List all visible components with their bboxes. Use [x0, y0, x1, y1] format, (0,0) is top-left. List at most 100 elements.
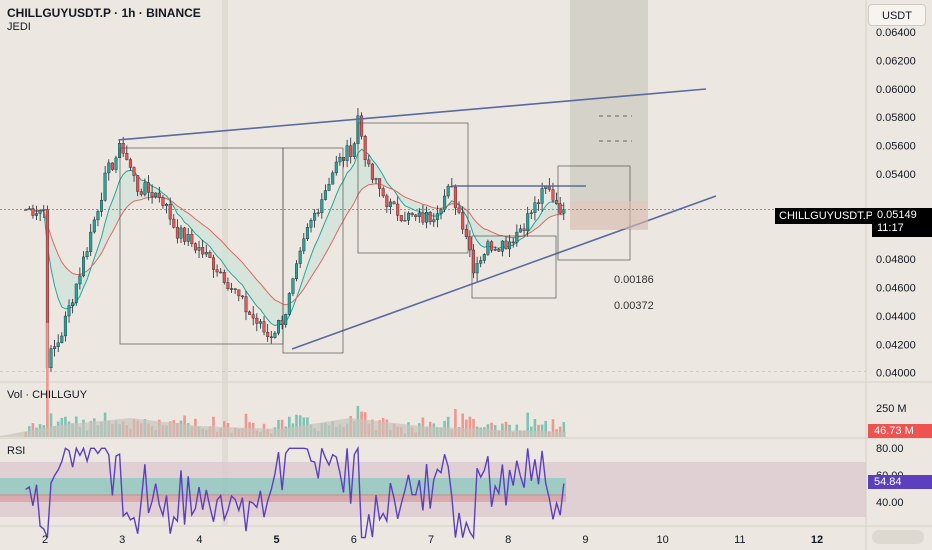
candle-body [150, 192, 154, 197]
volume-pane-title[interactable]: Vol · CHILLGUY [7, 389, 88, 401]
candle-body [67, 305, 71, 317]
candle-body [421, 212, 425, 223]
candle-body [493, 249, 497, 251]
volume-bar [465, 419, 468, 437]
tradingview-logo [872, 530, 924, 544]
indicator-title[interactable]: JEDI [7, 21, 31, 33]
time-axis-tick: 12 [811, 534, 823, 546]
candle-body [323, 190, 327, 200]
candle-body [349, 145, 353, 157]
candle-body [472, 249, 476, 274]
price-axis-tick: 0.04400 [876, 311, 916, 323]
candle-body [85, 251, 89, 258]
candle-body [562, 209, 566, 214]
candle-body [204, 252, 208, 255]
candle-body [479, 260, 483, 264]
candle-body [71, 302, 75, 307]
candle-body [500, 240, 504, 252]
candle-body [211, 257, 215, 270]
candle-body [89, 231, 93, 252]
volume-bar [468, 416, 472, 437]
candle-body [482, 254, 486, 261]
volume-bar [551, 419, 555, 437]
time-axis-tick: 4 [196, 534, 202, 546]
candle-body [248, 311, 252, 315]
candle-body [226, 282, 230, 289]
price-axis-tick: 0.04000 [876, 368, 916, 380]
candle-body [342, 156, 346, 161]
volume-bar [472, 418, 475, 437]
candle-body [316, 212, 320, 215]
volume-ma-area [0, 418, 566, 437]
rsi-signal-strip [0, 494, 566, 502]
volume-bar [446, 416, 450, 437]
candle-body [374, 178, 378, 180]
candle-body [457, 207, 461, 213]
candle-body [190, 234, 194, 244]
candle-body [295, 263, 299, 279]
candle-body [186, 234, 190, 242]
candle-body [443, 195, 447, 210]
candle-body [201, 247, 205, 255]
candle-body [92, 219, 96, 233]
range-box [282, 147, 344, 354]
candle-body [114, 157, 118, 170]
candle-body [327, 183, 331, 191]
candle-body [529, 212, 533, 214]
candle-body [96, 211, 100, 221]
candle-body [273, 332, 277, 338]
currency-button[interactable]: USDT [868, 4, 926, 26]
candle-body [425, 211, 429, 223]
time-axis-tick: 11 [734, 534, 745, 546]
ema-slow-line [25, 183, 564, 306]
last-price-value: 0.05149 [877, 209, 917, 221]
rsi-pane-title[interactable]: RSI [7, 445, 26, 457]
candle-body [125, 152, 129, 160]
candle-body [453, 186, 457, 209]
session-highlight [570, 0, 648, 230]
candle-body [352, 143, 356, 157]
volume-bar [540, 424, 544, 437]
candle-body [132, 167, 136, 176]
candle-body [360, 115, 364, 137]
candle-body [81, 256, 85, 277]
candle-body [504, 240, 508, 250]
candle-body [118, 142, 122, 158]
volume-bar [533, 419, 537, 437]
candle-body [497, 249, 501, 252]
candle-body [313, 212, 317, 221]
volume-bar [537, 424, 540, 437]
rsi-current-tag: 54.84 [868, 475, 932, 489]
candle-body [78, 275, 82, 285]
candle-body [183, 227, 187, 242]
volume-bar [288, 416, 291, 437]
candle-body [410, 212, 414, 216]
upper-trendline [118, 88, 707, 141]
candle-body [38, 210, 42, 214]
candle-body [399, 215, 403, 221]
candle-body [172, 218, 176, 228]
price-axis-tick: 0.04800 [876, 254, 916, 266]
candle-body [258, 321, 262, 324]
symbol-title[interactable]: CHILLGUYUSDT.P · 1h · BINANCE [7, 6, 201, 20]
candle-body [385, 195, 389, 207]
candle-body [179, 227, 183, 239]
volume-bar [544, 420, 547, 437]
position-zone [570, 201, 648, 229]
candle-body [547, 186, 551, 190]
candle-body [392, 201, 396, 205]
candle-body [537, 202, 541, 204]
candle-body [255, 317, 259, 324]
candle-body [551, 189, 555, 201]
candle-body [533, 202, 537, 213]
candle-body [490, 241, 494, 251]
candle-body [229, 288, 233, 290]
candle-body [35, 213, 39, 216]
price-axis-tick: 0.06200 [876, 55, 916, 67]
rsi-axis-tick: 80.00 [876, 443, 904, 455]
time-axis-tick: 9 [582, 534, 588, 546]
candle-body [417, 212, 421, 217]
candle-body [154, 192, 158, 197]
price-axis-tick: 0.05400 [876, 169, 916, 181]
